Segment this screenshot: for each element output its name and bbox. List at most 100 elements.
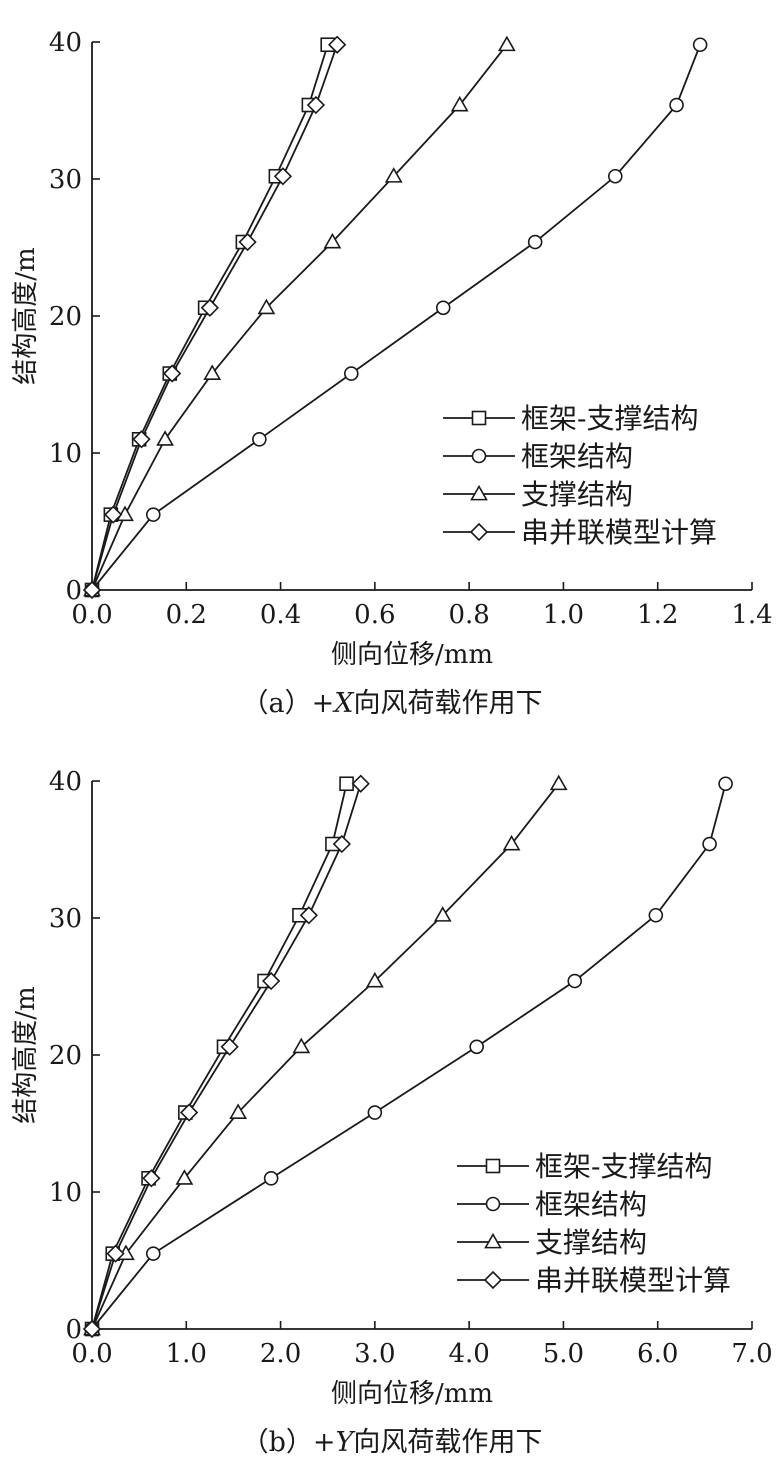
legend-marker-a-3 (469, 522, 489, 542)
data-point-a-3 (163, 364, 182, 383)
data-point-b-1 (145, 1246, 161, 1261)
data-point-b-2 (365, 971, 384, 988)
data-point-a-3 (328, 35, 347, 54)
data-point-a-3 (306, 95, 326, 115)
data-point-b-3 (142, 1169, 161, 1188)
chart-a-svg: 0 10 20 30 40 0.0 0.2 0.4 0.6 0.8 1.0 1.2 1.4 侧向位移/mm… (11, 28, 773, 719)
chart-caption-b: （b）+Y向风荷载作用下 (242, 1427, 543, 1458)
x-tick-label-b: 0.0 (71, 1339, 112, 1369)
data-point-b-1 (469, 1039, 484, 1055)
data-point-a-3 (82, 580, 102, 600)
y-tick-label-b: 40 (49, 767, 82, 797)
legend-label-b-0: 框架-支撑结构 (535, 1150, 712, 1183)
x-tick-label-a: 0.2 (166, 600, 207, 630)
legend-label-b-1: 框架结构 (535, 1188, 647, 1221)
data-point-b-1 (702, 836, 717, 852)
x-tick-label-a: 1.4 (731, 600, 772, 630)
series-line-a-0 (91, 44, 329, 591)
chart-caption-a: （a）+X向风荷载作用下 (242, 688, 543, 719)
data-point-a-3 (132, 430, 151, 449)
legend-marker-b-1 (485, 1196, 501, 1212)
data-point-b-2 (502, 834, 521, 851)
x-axis-title-a: 侧向位移/mm (331, 640, 493, 670)
x-tick-label-b: 5.0 (543, 1339, 584, 1369)
data-point-b-2 (292, 1037, 311, 1054)
x-tick-label-a: 1.0 (543, 600, 584, 630)
x-tick-label-b: 1.0 (166, 1339, 207, 1369)
legend-label-a-0: 框架-支撑结构 (521, 402, 698, 435)
legend-marker-b-0 (485, 1158, 501, 1174)
y-axis-title-b: 结构高度/m (11, 986, 41, 1123)
data-point-b-3 (106, 1244, 125, 1263)
chart-b-svg: 0 10 20 30 40 0.0 1.0 2.0 3.0 4.0 5.0 6.0 7.0 侧向位移/mm… (11, 767, 773, 1458)
legend-marker-b-2 (484, 1232, 502, 1249)
data-point-b-3 (351, 774, 370, 793)
legend-marker-a-1 (471, 448, 487, 464)
data-point-a-1 (692, 37, 708, 53)
legend-label-b-2: 支撑结构 (535, 1226, 647, 1259)
data-point-a-1 (252, 431, 267, 447)
y-tick-label-a: 40 (49, 28, 82, 58)
y-tick-label-a: 30 (49, 165, 82, 195)
data-point-a-2 (323, 232, 342, 249)
chart-panel-a: 0 10 20 30 40 0.0 0.2 0.4 0.6 0.8 1.0 1.2 1.4 侧向位移/mm… (11, 28, 773, 719)
data-point-b-1 (648, 907, 664, 923)
y-axis-title-a: 结构高度/m (11, 247, 41, 384)
x-tick-label-a: 0.0 (71, 600, 112, 630)
legend-marker-a-2 (470, 484, 488, 501)
data-point-b-1 (263, 1170, 279, 1186)
x-tick-label-a: 1.2 (637, 600, 678, 630)
y-tick-label-a: 20 (49, 302, 82, 332)
legend-label-a-2: 支撑结构 (521, 478, 633, 511)
y-tick-label-b: 30 (49, 904, 82, 934)
data-point-a-1 (607, 168, 623, 184)
legend-label-a-1: 框架结构 (521, 440, 633, 473)
x-tick-label-a: 0.8 (448, 600, 489, 630)
y-tick-label-b: 10 (49, 1178, 82, 1208)
data-point-a-2 (257, 298, 276, 315)
data-point-b-3 (332, 834, 351, 854)
data-point-b-3 (262, 971, 281, 991)
x-tick-label-b: 7.0 (731, 1339, 772, 1369)
data-point-b-2 (229, 1103, 248, 1119)
data-point-b-3 (299, 906, 318, 925)
legend-marker-a-0 (471, 410, 487, 426)
x-tick-label-a: 0.6 (354, 600, 395, 630)
legend-label-b-3: 串并联模型计算 (535, 1264, 731, 1297)
data-point-b-3 (82, 1319, 102, 1339)
data-point-a-1 (669, 97, 684, 113)
data-point-a-1 (527, 234, 543, 250)
x-tick-label-a: 0.4 (260, 600, 301, 630)
x-tick-label-b: 4.0 (448, 1339, 489, 1369)
data-point-b-3 (179, 1103, 199, 1122)
data-point-b-1 (367, 1105, 383, 1120)
x-tick-label-b: 2.0 (260, 1339, 301, 1369)
y-tick-label-b: 0 (65, 1315, 82, 1345)
data-point-a-3 (273, 167, 293, 186)
legend-label-a-3: 串并联模型计算 (521, 516, 717, 549)
series-line-b-3 (91, 783, 362, 1330)
x-tick-label-b: 6.0 (637, 1339, 678, 1369)
data-point-b-1 (718, 776, 733, 792)
data-point-a-2 (156, 430, 174, 446)
legend-marker-b-3 (483, 1270, 503, 1290)
data-point-b-0 (339, 776, 354, 792)
data-point-a-3 (104, 505, 123, 524)
data-point-b-1 (567, 973, 583, 989)
y-tick-label-a: 10 (49, 439, 82, 469)
x-tick-label-b: 3.0 (354, 1339, 395, 1369)
data-point-a-2 (450, 95, 469, 112)
data-point-b-2 (549, 774, 568, 791)
data-point-a-3 (238, 232, 257, 252)
data-point-a-1 (145, 507, 161, 522)
y-tick-label-a: 0 (65, 576, 82, 606)
data-point-a-2 (203, 364, 222, 380)
chart-panel-b: 0 10 20 30 40 0.0 1.0 2.0 3.0 4.0 5.0 6.0 7.0 侧向位移/mm… (0, 739, 783, 1478)
data-point-b-2 (433, 906, 452, 922)
data-point-a-3 (200, 298, 219, 317)
data-point-a-1 (435, 300, 451, 316)
y-tick-label-b: 20 (49, 1041, 82, 1071)
data-point-a-2 (497, 35, 516, 52)
x-axis-title-b: 侧向位移/mm (331, 1379, 493, 1409)
data-point-a-2 (384, 167, 403, 183)
